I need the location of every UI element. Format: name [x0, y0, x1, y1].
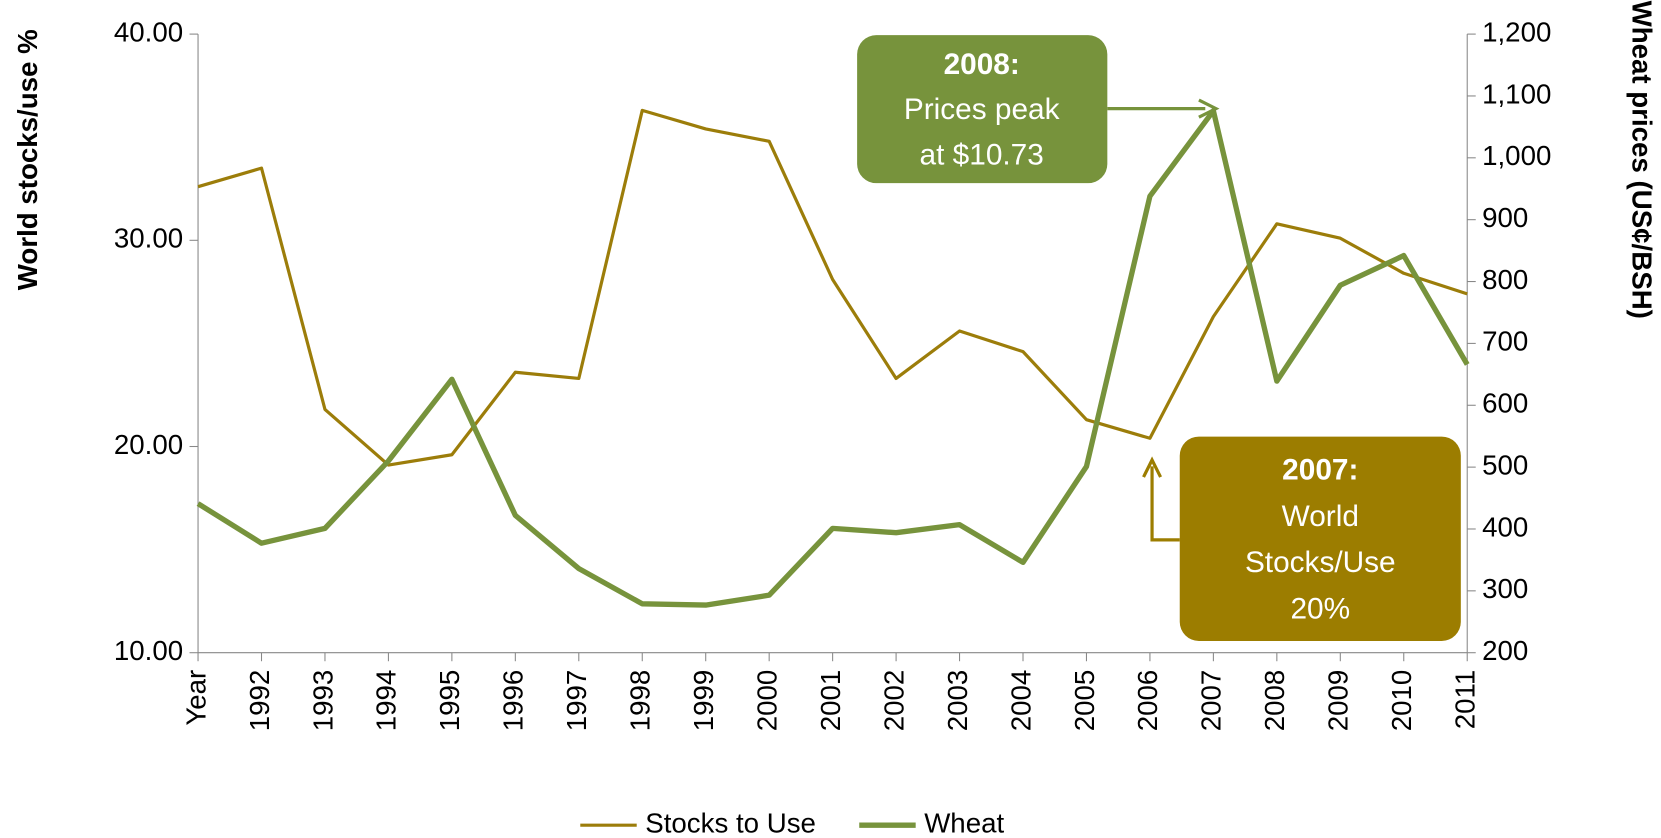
y2-tick-label: 300 — [1482, 573, 1528, 604]
y-tick-label: 10.00 — [114, 635, 183, 666]
arrow-head — [1142, 456, 1162, 478]
y-tick-label: 40.00 — [114, 16, 183, 47]
y2-tick-label: 1,200 — [1482, 16, 1551, 47]
annotation-box — [857, 35, 1108, 184]
annotation-text: 2008: — [944, 48, 1020, 81]
y-tick-label: 30.00 — [114, 223, 183, 254]
x-tick-label: 2011 — [1450, 670, 1481, 730]
y2-tick-label: 900 — [1482, 202, 1528, 233]
y2-tick-label: 700 — [1482, 326, 1528, 357]
x-tick-label: 1993 — [307, 670, 338, 732]
legend-label: Wheat — [924, 808, 1004, 838]
x-tick-label: 1992 — [244, 670, 275, 732]
x-tick-label: 2002 — [878, 670, 909, 732]
series-line — [196, 108, 1470, 608]
series-line — [197, 108, 1468, 467]
y2-tick-label: 400 — [1482, 511, 1528, 542]
x-tick-label: 1994 — [371, 670, 402, 732]
annotation-text: at $10.73 — [920, 138, 1044, 171]
annotation-text: Stocks/Use — [1245, 546, 1396, 579]
x-tick-label: 1996 — [498, 670, 529, 732]
x-tick-label: 2001 — [815, 670, 846, 732]
x-tick-label: 2005 — [1069, 670, 1100, 732]
annotation-text: 20% — [1290, 593, 1350, 626]
annotation-text: Prices peak — [904, 93, 1060, 126]
x-tick-label: 2007 — [1196, 670, 1227, 732]
annotation-arrow — [1150, 466, 1180, 542]
x-tick-label: 2009 — [1323, 670, 1354, 732]
y2-axis-title: Wheat prices (US¢/BSH) — [1626, 1, 1657, 319]
y2-tick-label: 500 — [1482, 449, 1528, 480]
x-tick-label: 2004 — [1005, 670, 1036, 732]
x-tick-label: 2000 — [751, 670, 782, 732]
annotation-text: 2007: — [1282, 454, 1358, 487]
x-tick-label: 2010 — [1386, 670, 1417, 732]
y-tick-label: 20.00 — [114, 429, 183, 460]
y2-tick-label: 800 — [1482, 264, 1528, 295]
y2-tick-label: 1,000 — [1482, 140, 1551, 171]
y2-tick-label: 600 — [1482, 388, 1528, 419]
x-tick-label: 2003 — [942, 670, 973, 732]
legend-label: Stocks to Use — [645, 808, 816, 838]
annotation-box — [1179, 436, 1461, 641]
x-tick-label: 1997 — [561, 670, 592, 732]
arrow-head — [1198, 98, 1220, 119]
y2-tick-label: 1,100 — [1482, 78, 1551, 109]
x-tick-label: 1999 — [688, 670, 719, 732]
x-tick-label: 2006 — [1132, 670, 1163, 732]
x-tick-label: Year — [180, 670, 211, 726]
x-tick-label: 1998 — [625, 670, 656, 732]
y-axis-title: World stocks/use % — [12, 29, 43, 290]
annotation-text: World — [1282, 500, 1359, 533]
x-tick-label: 2008 — [1259, 670, 1290, 732]
y2-tick-label: 200 — [1482, 635, 1528, 666]
x-tick-label: 1995 — [434, 670, 465, 732]
